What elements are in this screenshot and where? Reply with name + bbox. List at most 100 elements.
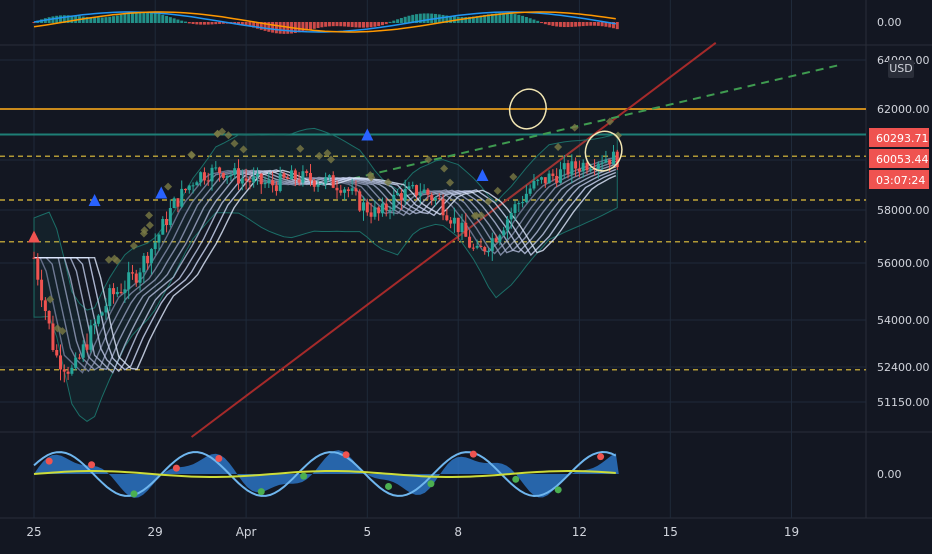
candle-body [479,245,483,248]
signal-diamond [484,197,493,206]
candle-body [286,177,290,180]
histogram-bar [327,22,331,27]
signal-diamond [46,295,55,304]
candle-body [195,182,199,186]
candle-body [517,203,521,205]
candle-body [396,193,400,195]
histogram-bar [517,14,521,23]
candle-body [134,273,138,283]
candle-body [566,163,570,175]
candle-body [278,173,282,191]
histogram-bar [206,22,210,25]
candle-body [218,167,222,173]
price-label-text: 03:07:24 [876,174,925,187]
signal-dot [215,455,223,463]
candle-body [487,250,490,252]
histogram-bar [490,13,494,23]
time-tick-label: 12 [572,525,587,539]
histogram-bar [411,14,415,23]
histogram-bar [566,22,570,28]
candle-body [581,162,585,172]
price-tick-label: 54000.00 [877,314,930,327]
histogram-bar [55,15,59,23]
candle-body [225,175,229,178]
candle-body [237,168,241,184]
signal-dot [130,490,138,498]
histogram-bar [479,15,483,23]
candle-body [331,175,335,188]
candle-body [483,247,487,252]
histogram-bar [505,13,509,23]
histogram-bar [180,20,184,23]
candle-body [536,179,540,181]
signal-diamond [164,182,173,191]
time-tick-label: 25 [26,525,41,539]
candle-body [596,163,600,170]
histogram-bar [407,15,411,23]
candle-body [199,172,203,183]
histogram-bar [513,14,517,23]
histogram-bar [301,22,305,32]
histogram-bar [604,22,608,27]
histogram-bar [267,22,271,32]
histogram-bar [66,15,70,23]
histogram-bar [331,22,335,27]
candle-body [157,234,161,243]
histogram-bar [202,22,206,25]
histogram-bar [380,22,384,26]
candle-body [369,212,373,217]
histogram-bar [282,22,286,34]
candle-body [271,180,275,186]
candle-body [85,344,89,350]
candle-body [81,344,85,358]
histogram-bar [142,11,146,23]
histogram-bar [191,22,195,24]
candle-body [384,203,388,211]
currency-button[interactable]: USD [888,60,914,78]
histogram-bar [521,15,525,23]
candle-body [422,189,426,193]
candle-body [240,178,244,184]
candle-body [343,189,347,193]
signal-dot [597,453,605,461]
bollinger-band [33,127,618,422]
signal-diamond [110,254,119,263]
histogram-bar [441,14,445,23]
histogram-bar [551,22,555,26]
candle-body [191,185,195,187]
candle-body [445,215,449,221]
signal-diamond [366,171,375,180]
signal-diamond [509,172,518,181]
candle-body [611,151,615,165]
histogram-bar [96,17,100,23]
histogram-bar [51,16,55,23]
histogram-bar [426,13,430,23]
histogram-bar [320,22,324,28]
bottom-panel-label: 0.00 [877,468,902,481]
histogram-bar [244,22,248,26]
candle-body [604,159,608,163]
candle-body [119,291,123,294]
histogram-bar [384,22,388,25]
candle-body [415,185,419,196]
candle-body [339,190,343,193]
candle-body [589,168,593,171]
candle-body [168,208,172,226]
candle-body [365,202,369,213]
signal-dot [88,461,96,469]
histogram-bar [214,22,218,25]
histogram-bar [399,18,403,23]
top-panel-label: 0.00 [877,16,902,29]
histogram-bar [392,20,396,23]
signal-triangle [361,128,374,141]
histogram-bar [85,16,89,23]
histogram-bar [589,22,593,26]
signal-triangle [28,230,40,243]
candle-body [59,355,63,370]
histogram-bar [593,22,597,26]
signal-diamond [239,145,248,154]
candle-body [600,162,604,164]
candle-body [502,230,506,236]
